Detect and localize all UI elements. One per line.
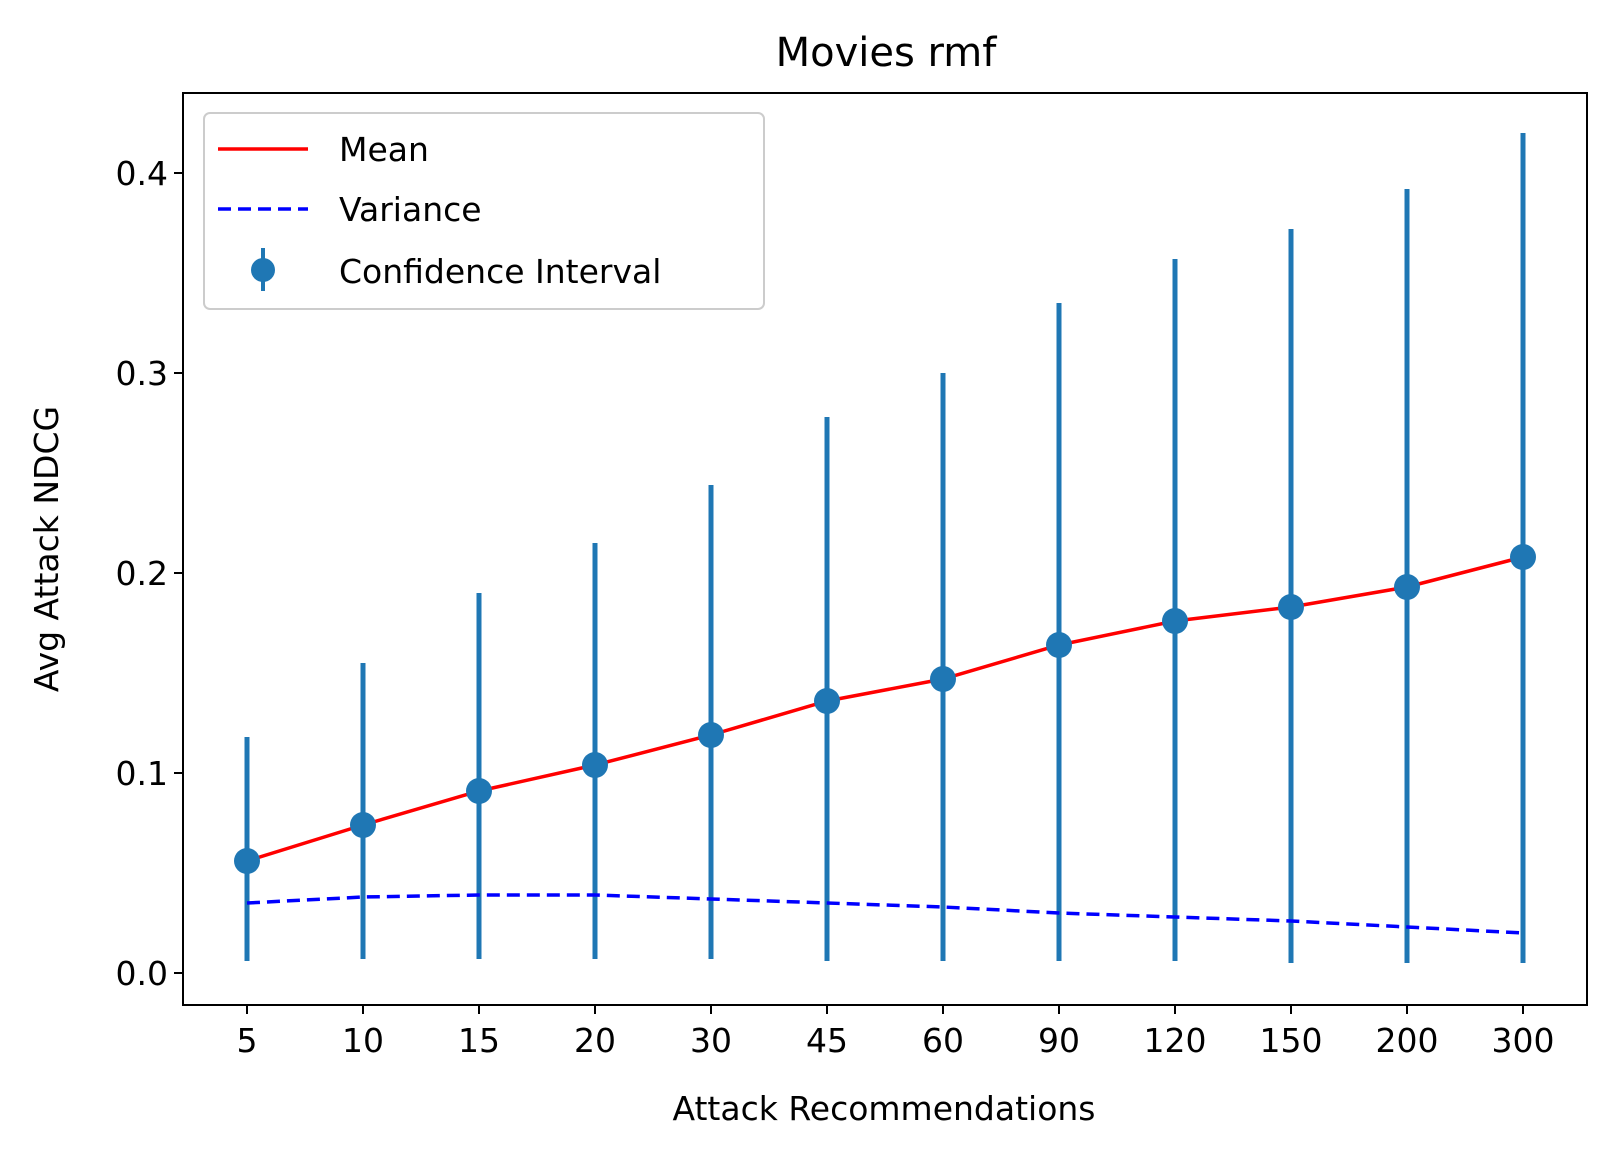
series-mean-line (246, 555, 1524, 863)
ci-point (814, 688, 840, 714)
ci-point (1046, 632, 1072, 658)
legend-box (203, 112, 765, 310)
legend-label-variance: Variance (339, 190, 482, 229)
y-tick-label: 0.3 (116, 354, 168, 393)
ci-point (234, 848, 260, 874)
series-layer (234, 133, 1536, 963)
ci-point (1162, 608, 1188, 634)
x-tick-label: 30 (690, 1021, 732, 1060)
plot-frame (182, 92, 1588, 1006)
x-tick-label: 60 (922, 1021, 964, 1060)
legend: Mean Variance Confidence Interval (203, 112, 765, 310)
x-tick-label: 200 (1376, 1021, 1439, 1060)
x-tick-label: 90 (1038, 1021, 1080, 1060)
ci-point (930, 666, 956, 692)
y-tick-label: 0.4 (116, 154, 168, 193)
y-tick-label: 0.1 (116, 754, 168, 793)
legend-label-mean: Mean (339, 130, 429, 169)
x-tick-label: 120 (1144, 1021, 1207, 1060)
x-tick-label: 15 (458, 1021, 500, 1060)
x-tick-label: 10 (342, 1021, 384, 1060)
chart-title: Movies rmf (776, 30, 998, 76)
series-variance-line (246, 893, 1524, 935)
legend-swatch-ci-marker (251, 258, 275, 282)
ci-point (1394, 574, 1420, 600)
y-axis: 0.0 0.1 0.2 0.3 0.4 (116, 154, 183, 993)
x-tick-label: 150 (1260, 1021, 1323, 1060)
ci-point (582, 752, 608, 778)
y-axis-title: Avg Attack NDCG (27, 406, 66, 692)
x-tick-label: 20 (574, 1021, 616, 1060)
ci-point (350, 812, 376, 838)
ci-point (1510, 544, 1536, 570)
ci-point (698, 722, 724, 748)
x-tick-label: 45 (806, 1021, 848, 1060)
y-tick-label: 0.2 (116, 554, 168, 593)
x-axis-title: Attack Recommendations (672, 1089, 1095, 1128)
x-tick-label: 300 (1492, 1021, 1555, 1060)
ci-point (466, 778, 492, 804)
y-tick-label: 0.0 (116, 954, 168, 993)
x-tick-label: 5 (237, 1021, 258, 1060)
x-axis: 5 10 15 20 30 45 60 90 120 150 200 300 (237, 1005, 1555, 1060)
ci-point (1278, 594, 1304, 620)
legend-label-ci: Confidence Interval (339, 252, 661, 291)
